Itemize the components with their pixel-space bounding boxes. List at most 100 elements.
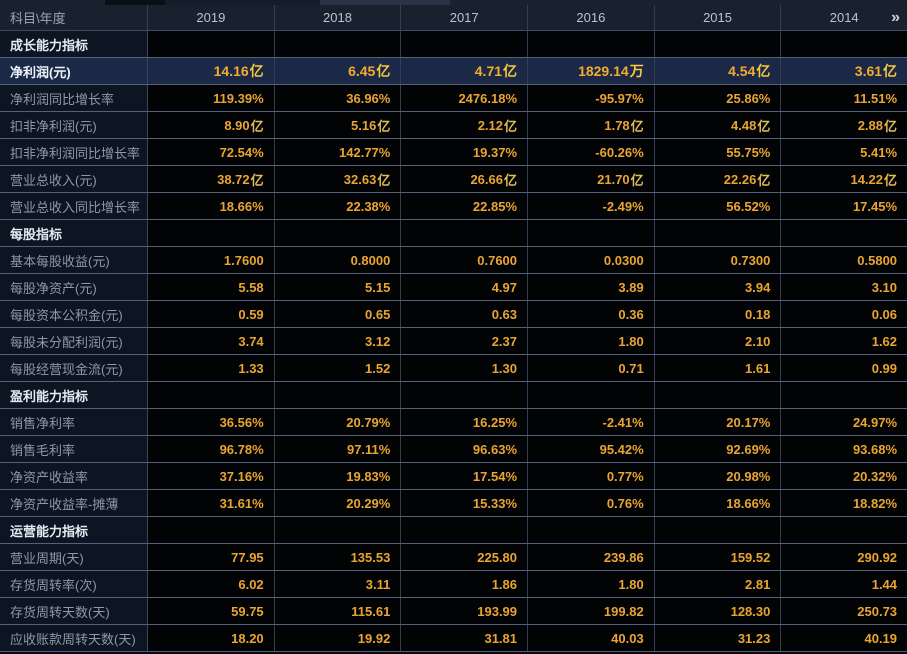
- value-cell: 0.06: [781, 301, 907, 327]
- value-cell: 128.30: [654, 598, 782, 624]
- value-cell: 1.44: [781, 571, 907, 597]
- value-cell: 92.69%: [654, 436, 782, 462]
- data-row[interactable]: 基本每股收益(元) 1.7600 0.8000 0.7600 0.0300 0.7300 0…: [0, 247, 907, 274]
- value-number: 3.61: [854, 63, 883, 79]
- value-cell: 95.42%: [528, 436, 655, 462]
- value-cell: 2476.18%: [401, 85, 529, 111]
- more-years-button[interactable]: »: [891, 8, 901, 26]
- value-number: 8.90: [224, 117, 250, 133]
- data-row[interactable]: 每股未分配利润(元) 3.74 3.12 2.37 1.80 2.10 1.62: [0, 328, 907, 355]
- value-cell: 0.7600: [401, 247, 529, 273]
- row-label: 存货周转天数(天): [0, 598, 148, 624]
- value-cell: [148, 31, 275, 57]
- row-label: 扣非净利润同比增长率: [0, 139, 148, 165]
- value-cell: [528, 382, 655, 408]
- data-row[interactable]: 每股资本公积金(元) 0.59 0.65 0.63 0.36 0.18 0.06: [0, 301, 907, 328]
- value-cell: 225.80: [401, 544, 529, 570]
- value-number: 5.16: [351, 117, 377, 133]
- tab-strip-segment: [320, 0, 450, 5]
- section-row[interactable]: 每股指标: [0, 220, 907, 247]
- value-cell: 36.56%: [148, 409, 275, 435]
- value-cell: 22.26 亿: [654, 166, 782, 192]
- value-cell: 1829.14 万: [528, 58, 655, 84]
- data-row[interactable]: 净利润(元) 14.16 亿 6.45 亿 4.71 亿 1829.14 万 4.54 亿 3.61 亿: [0, 58, 907, 85]
- data-row[interactable]: 营业总收入(元) 38.72 亿 32.63 亿 26.66 亿 21.70 亿 22.26 亿 14…: [0, 166, 907, 193]
- value-cell: 14.16 亿: [148, 58, 275, 84]
- value-cell: 31.81: [401, 625, 529, 651]
- value-number: 22.26: [723, 171, 757, 187]
- data-row[interactable]: 营业周期(天) 77.95 135.53 225.80 239.86 159.52 290.…: [0, 544, 907, 571]
- data-row[interactable]: 每股经营现金流(元) 1.33 1.52 1.30 0.71 1.61 0.99: [0, 355, 907, 382]
- value-number: 2.12: [477, 117, 503, 133]
- value-cell: 24.97%: [781, 409, 907, 435]
- value-unit: 亿: [503, 63, 518, 79]
- value-cell: 40.19: [781, 625, 907, 651]
- section-row[interactable]: 成长能力指标: [0, 31, 907, 58]
- data-row[interactable]: 营业总收入同比增长率 18.66% 22.38% 22.85% -2.49% 56.52%…: [0, 193, 907, 220]
- data-row[interactable]: 每股净资产(元) 5.58 5.15 4.97 3.89 3.94 3.10: [0, 274, 907, 301]
- row-label: 销售净利率: [0, 409, 148, 435]
- value-cell: 17.54%: [401, 463, 529, 489]
- section-row[interactable]: 运营能力指标: [0, 517, 907, 544]
- value-cell: 19.92: [274, 625, 402, 651]
- data-row[interactable]: 存货周转率(次) 6.02 3.11 1.86 1.80 2.81 1.44: [0, 571, 907, 598]
- data-row[interactable]: 销售毛利率 96.78% 97.11% 96.63% 95.42% 92.69% 93.68…: [0, 436, 907, 463]
- value-cell: [654, 517, 782, 543]
- data-row[interactable]: 扣非净利润同比增长率 72.54% 142.77% 19.37% -60.26% 55.7…: [0, 139, 907, 166]
- value-cell: [148, 517, 275, 543]
- value-cell: 250.73: [781, 598, 907, 624]
- value-cell: 3.94: [654, 274, 782, 300]
- data-row[interactable]: 应收账款周转天数(天) 18.20 19.92 31.81 40.03 31.23 40.1…: [0, 625, 907, 652]
- value-unit: 亿: [630, 118, 644, 134]
- section-row[interactable]: 盈利能力指标: [0, 382, 907, 409]
- value-cell: 96.78%: [148, 436, 275, 462]
- value-cell: 96.63%: [401, 436, 529, 462]
- value-cell: 1.78 亿: [528, 112, 655, 138]
- table-body: 成长能力指标 净利润(元) 14.16 亿 6.45 亿 4.71 亿 1829.14 万 4.54…: [0, 31, 907, 652]
- value-cell: 1.33: [148, 355, 275, 381]
- data-row[interactable]: 净利润同比增长率 119.39% 36.96% 2476.18% -95.97% 25.8…: [0, 85, 907, 112]
- value-cell: 15.33%: [401, 490, 529, 516]
- row-label: 净资产收益率-摊薄: [0, 490, 148, 516]
- value-cell: 3.11: [274, 571, 402, 597]
- value-cell: 1.62: [781, 328, 907, 354]
- value-cell: 0.8000: [274, 247, 402, 273]
- year-header-2015: 2015: [655, 5, 782, 30]
- row-label: 每股净资产(元): [0, 274, 148, 300]
- value-cell: [401, 220, 529, 246]
- data-row[interactable]: 净资产收益率-摊薄 31.61% 20.29% 15.33% 0.76% 18.66% 18…: [0, 490, 907, 517]
- value-unit: 亿: [504, 118, 518, 134]
- value-cell: 4.71 亿: [401, 58, 529, 84]
- value-unit: 亿: [757, 172, 771, 188]
- row-label: 每股经营现金流(元): [0, 355, 148, 381]
- row-label: 每股资本公积金(元): [0, 301, 148, 327]
- value-number: 4.48: [731, 117, 757, 133]
- data-row[interactable]: 存货周转天数(天) 59.75 115.61 193.99 199.82 128.30 25…: [0, 598, 907, 625]
- value-cell: 1.86: [401, 571, 529, 597]
- value-number: 14.22: [850, 171, 884, 187]
- value-number: 6.45: [348, 63, 376, 79]
- value-cell: 93.68%: [781, 436, 907, 462]
- value-cell: -60.26%: [528, 139, 655, 165]
- value-cell: 135.53: [274, 544, 402, 570]
- value-cell: 0.77%: [528, 463, 655, 489]
- data-row[interactable]: 扣非净利润(元) 8.90 亿 5.16 亿 2.12 亿 1.78 亿 4.48 亿 2.88 亿: [0, 112, 907, 139]
- value-cell: 20.32%: [781, 463, 907, 489]
- value-cell: 20.29%: [274, 490, 402, 516]
- value-cell: 2.10: [654, 328, 782, 354]
- value-cell: -95.97%: [528, 85, 655, 111]
- value-cell: [654, 220, 782, 246]
- value-unit: 万: [629, 63, 644, 79]
- value-unit: 亿: [504, 172, 518, 188]
- value-cell: 5.16 亿: [274, 112, 402, 138]
- tab-strip-segment: [165, 0, 320, 5]
- value-cell: 159.52: [654, 544, 782, 570]
- value-cell: [528, 220, 655, 246]
- value-cell: 2.37: [401, 328, 529, 354]
- value-cell: 119.39%: [148, 85, 275, 111]
- value-cell: 3.61 亿: [781, 58, 907, 84]
- data-row[interactable]: 销售净利率 36.56% 20.79% 16.25% -2.41% 20.17% 24.97…: [0, 409, 907, 436]
- data-row[interactable]: 净资产收益率 37.16% 19.83% 17.54% 0.77% 20.98% 20.32…: [0, 463, 907, 490]
- value-cell: 19.37%: [401, 139, 529, 165]
- year-header-2019: 2019: [148, 5, 275, 30]
